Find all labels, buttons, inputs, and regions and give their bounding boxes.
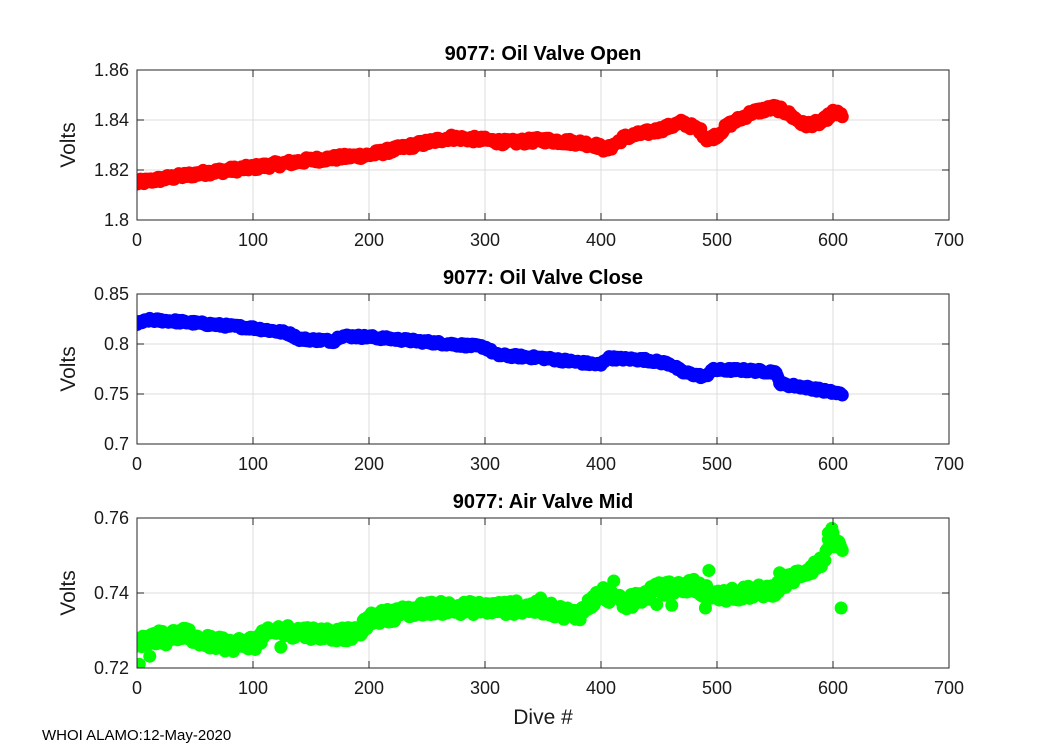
air-valve-mid-data-point — [650, 598, 664, 612]
air-valve-mid-plot: 0 100 200 300 400 500 600 700 0.72 0.74 0.76 9077: … — [57, 491, 964, 698]
air-valve-mid-x-tick-label: 200 — [354, 678, 384, 698]
air-valve-mid-x-tick-label: 0 — [132, 678, 142, 698]
oil-valve-open-y-tick-label: 1.86 — [94, 60, 129, 80]
oil-valve-close-x-tick-label: 500 — [702, 454, 732, 474]
air-valve-mid-data-point — [607, 574, 621, 588]
air-valve-mid-y-axis-label: Volts — [57, 570, 80, 616]
air-valve-mid-data-point — [835, 544, 849, 558]
air-valve-mid-x-tick-label: 100 — [238, 678, 268, 698]
oil-valve-open-x-tick-label: 600 — [818, 230, 848, 250]
oil-valve-open-x-tick-label: 300 — [470, 230, 500, 250]
air-valve-mid-y-tick-label: 0.76 — [94, 508, 129, 528]
oil-valve-open-x-tick-label: 200 — [354, 230, 384, 250]
oil-valve-close-points — [137, 311, 849, 402]
oil-valve-close-title: 9077: Oil Valve Close — [443, 267, 643, 289]
oil-valve-open-x-tick-label: 100 — [238, 230, 268, 250]
air-valve-mid-y-tick-label: 0.72 — [94, 658, 129, 678]
air-valve-mid-data-point — [143, 649, 157, 663]
oil-valve-close-x-tick-label: 0 — [132, 454, 142, 474]
oil-valve-open-x-tick-label: 0 — [132, 230, 142, 250]
oil-valve-open-y-axis-label: Volts — [57, 122, 80, 168]
air-valve-mid-data-point — [137, 657, 146, 668]
air-valve-mid-data-point — [834, 601, 848, 615]
air-valve-mid-data-point — [274, 640, 288, 654]
oil-valve-close-y-axis-label: Volts — [57, 346, 80, 392]
oil-valve-open-x-tick-label: 500 — [702, 230, 732, 250]
oil-valve-close-y-tick-label: 0.75 — [94, 384, 129, 404]
air-valve-mid-data-point — [698, 601, 712, 615]
air-valve-mid-x-tick-label: 500 — [702, 678, 732, 698]
oil-valve-close-y-tick-label: 0.85 — [94, 284, 129, 304]
oil-valve-open-plot: 0 100 200 300 400 500 600 700 1.8 1.82 1.84 1.86 907… — [57, 43, 964, 250]
air-valve-mid-points — [137, 521, 849, 668]
oil-valve-close-data-point — [835, 388, 849, 402]
oil-valve-close-y-tick-label: 0.7 — [104, 434, 129, 454]
air-valve-mid-data-point — [702, 564, 716, 577]
oil-valve-close-axes-frame — [136, 293, 950, 445]
oil-valve-open-points — [137, 98, 849, 191]
oil-valve-open-axes-frame — [136, 69, 950, 221]
air-valve-mid-data-point — [818, 553, 832, 567]
oil-valve-open-y-tick-label: 1.84 — [94, 110, 129, 130]
air-valve-mid-x-tick-label: 600 — [818, 678, 848, 698]
air-valve-mid-title: 9077: Air Valve Mid — [453, 491, 633, 513]
footer-text: WHOI ALAMO:12-May-2020 — [42, 727, 232, 744]
oil-valve-close-y-tick-label: 0.8 — [104, 334, 129, 354]
oil-valve-close-x-tick-label: 200 — [354, 454, 384, 474]
oil-valve-close-x-tick-label: 700 — [934, 454, 964, 474]
oil-valve-open-y-tick-label: 1.82 — [94, 160, 129, 180]
oil-valve-open-title: 9077: Oil Valve Open — [445, 43, 642, 65]
oil-valve-close-x-tick-label: 100 — [238, 454, 268, 474]
air-valve-mid-data-point — [826, 526, 840, 540]
air-valve-mid-x-tick-label: 300 — [470, 678, 500, 698]
oil-valve-open-data-point — [835, 110, 849, 124]
air-valve-mid-y-tick-label: 0.74 — [94, 583, 129, 603]
air-valve-mid-x-tick-label: 700 — [934, 678, 964, 698]
air-valve-mid-data-point — [665, 598, 679, 612]
air-valve-mid-x-tick-label: 400 — [586, 678, 616, 698]
oil-valve-close-x-tick-label: 400 — [586, 454, 616, 474]
oil-valve-close-x-tick-label: 600 — [818, 454, 848, 474]
oil-valve-open-x-tick-label: 400 — [586, 230, 616, 250]
oil-valve-close-plot: 0 100 200 300 400 500 600 700 0.7 0.75 0.8 0.85 9077… — [57, 267, 964, 474]
oil-valve-open-x-tick-label: 700 — [934, 230, 964, 250]
oil-valve-close-x-tick-label: 300 — [470, 454, 500, 474]
x-axis-label: Dive # — [513, 706, 573, 729]
oil-valve-open-y-tick-label: 1.8 — [104, 210, 129, 230]
oil-valve-close-axes-background — [137, 294, 949, 444]
